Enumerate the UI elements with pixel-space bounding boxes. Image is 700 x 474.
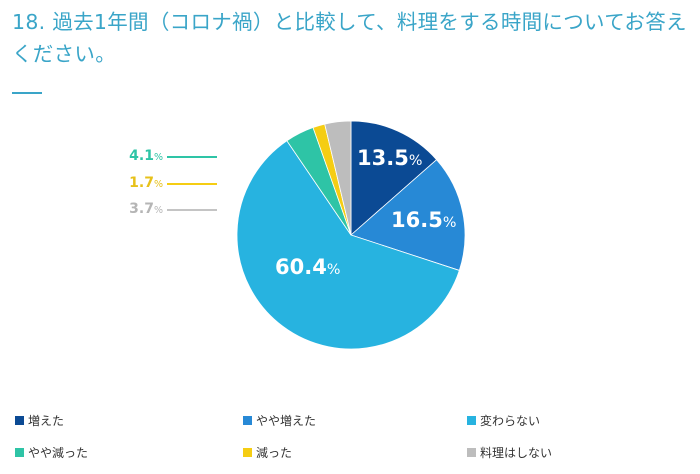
legend-swatch (467, 416, 476, 425)
leader-line-5 (167, 209, 217, 211)
leader-line-4 (167, 183, 217, 185)
pie-slice-0 (350, 120, 438, 236)
slice-label-5: 3.7% (129, 201, 163, 217)
legend-item-3: やや減った (15, 444, 88, 461)
slice-label-0: 13.5% (357, 146, 423, 170)
chart-title: 18. 過去1年間（コロナ禍）と比較して、料理をする時間についてお答えください。 (12, 10, 687, 66)
slice-label-3: 4.1% (129, 148, 163, 164)
legend-label: 減った (256, 446, 293, 460)
legend-item-4: 減った (243, 444, 292, 461)
slice-label-1: 16.5% (391, 208, 457, 232)
legend-swatch (467, 448, 476, 457)
title-underline (12, 92, 42, 94)
pie-slice-1 (350, 159, 466, 271)
legend-swatch (15, 448, 24, 457)
legend-label: 変わらない (480, 414, 541, 428)
pie-slice-2 (236, 140, 460, 350)
legend-label: 増えた (28, 414, 65, 428)
legend-item-0: 増えた (15, 412, 64, 429)
legend-label: やや増えた (256, 414, 317, 428)
legend-swatch (15, 416, 24, 425)
legend-swatch (243, 416, 252, 425)
slice-label-4: 1.7% (129, 175, 163, 191)
legend-label: 料理はしない (480, 446, 553, 460)
pie-slice-5 (324, 120, 352, 236)
legend-item-5: 料理はしない (467, 444, 552, 461)
leader-line-3 (167, 156, 217, 158)
slice-label-2: 60.4% (275, 255, 341, 279)
legend-item-1: やや増えた (243, 412, 316, 429)
legend-item-2: 変わらない (467, 412, 540, 429)
legend-swatch (243, 448, 252, 457)
legend-label: やや減った (28, 446, 89, 460)
